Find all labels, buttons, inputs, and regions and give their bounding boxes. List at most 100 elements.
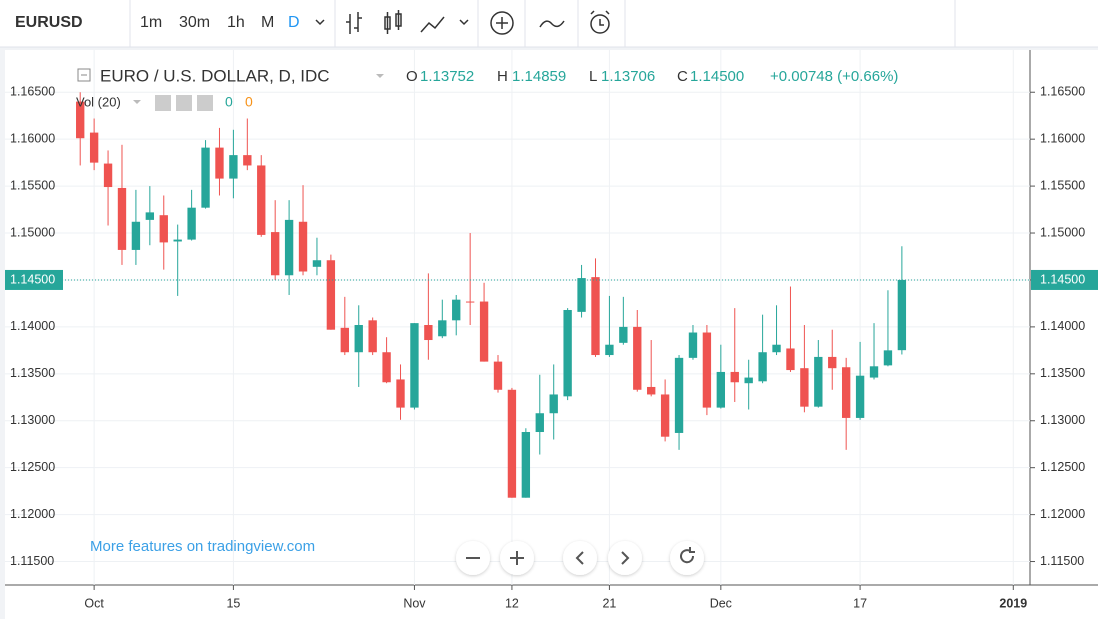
candle-body bbox=[758, 352, 767, 382]
y-tick-label: 1.15500 bbox=[1040, 178, 1085, 192]
y-tick-label: 1.11500 bbox=[1040, 554, 1084, 568]
y-tick-label-left: 1.13500 bbox=[10, 366, 55, 380]
candle-body bbox=[410, 323, 419, 408]
candle-body bbox=[800, 368, 809, 407]
candle-body bbox=[159, 215, 168, 243]
y-tick-label-left: 1.11500 bbox=[10, 554, 54, 568]
candle-body bbox=[298, 221, 308, 272]
y-tick-label: 1.12500 bbox=[1040, 460, 1085, 474]
interval-button[interactable]: D bbox=[288, 14, 300, 31]
candle-body bbox=[354, 325, 363, 353]
y-tick-label-left: 1.13000 bbox=[10, 413, 55, 427]
candle-body bbox=[619, 326, 628, 343]
candle-body bbox=[173, 239, 182, 242]
y-tick-label-left: 1.15500 bbox=[10, 178, 55, 192]
y-tick-label: 1.16500 bbox=[1040, 85, 1085, 99]
collapse-icon[interactable] bbox=[77, 68, 91, 82]
candle-body bbox=[229, 155, 238, 179]
x-tick-label: Dec bbox=[710, 596, 732, 610]
candle-body bbox=[438, 320, 447, 337]
candle-body bbox=[702, 332, 712, 408]
plot-area bbox=[5, 50, 1030, 585]
volume-menu[interactable] bbox=[133, 100, 141, 104]
candle-body bbox=[716, 371, 726, 408]
candle-body bbox=[479, 301, 489, 362]
candle-body bbox=[89, 132, 99, 163]
candle-body bbox=[730, 371, 739, 383]
volume-value: 0 bbox=[225, 94, 233, 110]
x-tick-label: 17 bbox=[853, 596, 867, 610]
volume-buttons[interactable] bbox=[155, 95, 213, 111]
candle-body bbox=[660, 394, 670, 437]
y-tick-label: 1.13000 bbox=[1040, 413, 1085, 427]
y-tick-label-left: 1.12000 bbox=[10, 507, 55, 521]
candle-body bbox=[340, 327, 349, 353]
candle-body bbox=[744, 377, 753, 384]
price-axis bbox=[1030, 50, 1098, 585]
high-key: H bbox=[497, 68, 508, 85]
candle-body bbox=[855, 375, 865, 418]
candle-body bbox=[368, 320, 377, 353]
candle-body bbox=[688, 332, 698, 358]
candle-body bbox=[117, 187, 127, 250]
change-value: +0.00748 (+0.66%) bbox=[770, 68, 898, 85]
y-tick-label: 1.15000 bbox=[1040, 225, 1085, 239]
close-value: 1.14500 bbox=[690, 68, 744, 85]
candle-body bbox=[563, 309, 572, 397]
candle-body bbox=[103, 163, 113, 188]
candle-body bbox=[396, 379, 405, 408]
x-tick-label: 2019 bbox=[999, 596, 1027, 610]
interval-button[interactable]: M bbox=[261, 14, 274, 31]
candle-body bbox=[591, 277, 600, 356]
y-tick-label-left: 1.14000 bbox=[10, 319, 55, 333]
open-key: O bbox=[406, 68, 418, 85]
y-tick-label-left: 1.12500 bbox=[10, 460, 55, 474]
candle-body bbox=[243, 155, 252, 166]
promo-link[interactable]: More features on tradingview.com bbox=[90, 538, 315, 555]
interval-dropdown[interactable] bbox=[315, 19, 325, 26]
toolbar-separators bbox=[129, 0, 956, 47]
low-key: L bbox=[589, 68, 597, 85]
high-value: 1.14859 bbox=[512, 68, 566, 85]
y-tick-label: 1.14000 bbox=[1040, 319, 1085, 333]
time-axis bbox=[5, 585, 1098, 619]
candle-body bbox=[493, 361, 503, 390]
candle-body bbox=[507, 389, 517, 498]
symbol-title: EURO / U.S. DOLLAR, D, IDC bbox=[100, 66, 330, 85]
candle-body bbox=[549, 394, 558, 414]
y-tick-label-left: 1.16500 bbox=[10, 85, 55, 99]
candle-body bbox=[312, 260, 322, 267]
navigation-buttons[interactable] bbox=[456, 541, 704, 575]
candle-body bbox=[187, 207, 196, 240]
toolbar bbox=[0, 0, 1098, 47]
symbol[interactable]: EURUSD bbox=[15, 14, 83, 31]
candle-body bbox=[535, 413, 544, 433]
interval-button[interactable]: 1h bbox=[227, 14, 245, 31]
x-tick-label: 21 bbox=[602, 596, 616, 610]
candle-body bbox=[215, 147, 224, 179]
candle-body bbox=[284, 219, 294, 276]
candle-body bbox=[76, 101, 85, 139]
chart-style-icons[interactable] bbox=[346, 10, 610, 35]
candle-body bbox=[786, 348, 795, 371]
candle-body bbox=[145, 212, 155, 220]
interval-button[interactable]: 1m bbox=[140, 14, 162, 31]
candle-body bbox=[521, 432, 531, 498]
interval-button[interactable]: 30m bbox=[179, 14, 210, 31]
y-tick-label: 1.16000 bbox=[1040, 131, 1085, 145]
title-menu[interactable] bbox=[376, 74, 384, 78]
low-value: 1.13706 bbox=[601, 68, 655, 85]
candle-body bbox=[201, 147, 210, 208]
candle-body bbox=[326, 260, 336, 330]
candle-body bbox=[841, 367, 851, 418]
candle-body bbox=[131, 221, 141, 250]
y-tick-label: 1.12000 bbox=[1040, 507, 1085, 521]
close-key: C bbox=[677, 68, 688, 85]
x-tick-label: Oct bbox=[84, 596, 104, 610]
candle-body bbox=[869, 366, 879, 378]
candle-body bbox=[814, 356, 823, 407]
candle-body bbox=[452, 299, 461, 321]
candle-body bbox=[424, 325, 433, 341]
